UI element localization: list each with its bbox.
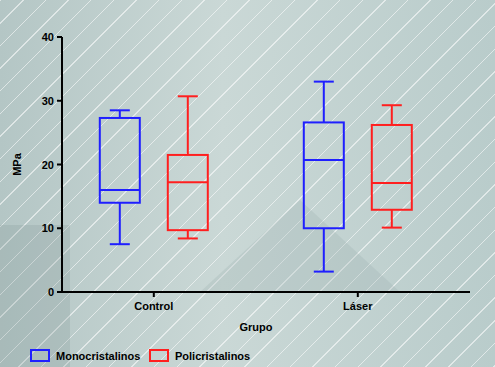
cap-lower <box>110 243 130 245</box>
box <box>372 125 412 210</box>
whisker-lower <box>119 203 121 244</box>
y-axis-label: MPa <box>11 152 23 176</box>
box <box>304 122 344 228</box>
whisker-upper <box>391 105 393 125</box>
y-tick <box>57 227 62 229</box>
whisker-lower <box>391 210 393 228</box>
x-tick <box>153 292 155 297</box>
y-tick-label: 10 <box>42 222 54 234</box>
x-tick-label: Control <box>134 300 173 312</box>
box <box>100 118 140 203</box>
x-tick-label: Láser <box>343 300 373 312</box>
whisker-lower <box>323 228 325 271</box>
y-tick <box>57 100 62 102</box>
background <box>0 0 495 367</box>
whisker-upper <box>323 82 325 123</box>
legend-swatch <box>31 350 49 361</box>
y-tick-label: 40 <box>42 31 54 43</box>
whisker-upper <box>119 110 121 118</box>
x-tick <box>357 292 359 297</box>
median <box>168 181 208 183</box>
y-tick <box>57 36 62 38</box>
cap-lower <box>178 237 198 239</box>
decoration <box>0 225 70 367</box>
cap-upper <box>110 109 130 111</box>
y-tick-label: 30 <box>42 95 54 107</box>
cap-upper <box>314 81 334 83</box>
median <box>100 189 140 191</box>
box <box>168 155 208 230</box>
x-axis-label: Grupo <box>240 321 273 333</box>
median <box>304 159 344 161</box>
y-tick-label: 20 <box>42 159 54 171</box>
y-tick <box>57 164 62 166</box>
median <box>372 182 412 184</box>
legend-swatch <box>150 350 168 361</box>
chart: 0 10 20 30 40 Control Láser Grupo MPa Monocristal… <box>0 0 495 367</box>
cap-lower <box>314 271 334 273</box>
legend-label: Policristalinos <box>175 350 250 362</box>
decoration <box>200 200 400 292</box>
whisker-lower <box>187 230 189 238</box>
y-tick-label: 0 <box>48 286 54 298</box>
legend-label: Monocristalinos <box>56 350 140 362</box>
cap-upper <box>178 95 198 97</box>
cap-lower <box>382 227 402 229</box>
cap-upper <box>382 104 402 106</box>
whisker-upper <box>187 96 189 155</box>
x-axis <box>61 291 470 293</box>
